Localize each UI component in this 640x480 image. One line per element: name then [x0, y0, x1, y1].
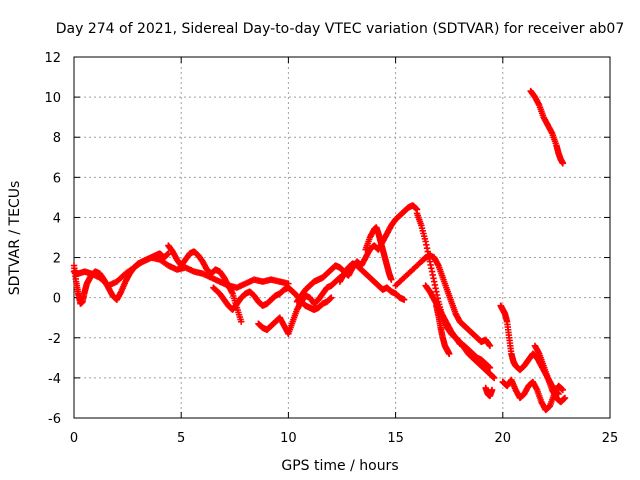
y-tick-label: 10	[44, 91, 61, 106]
data-point	[388, 276, 395, 283]
x-axis-label: GPS time / hours	[281, 458, 398, 474]
x-tick-label: 10	[280, 431, 297, 446]
series-track-12	[433, 302, 453, 358]
series-track-13	[482, 384, 496, 400]
axis-ticks	[73, 56, 611, 419]
y-tick-label: 6	[53, 171, 61, 186]
data-point	[486, 342, 494, 349]
x-tick-label: 20	[495, 431, 512, 446]
series-track-2	[70, 250, 172, 307]
series-track-10	[413, 210, 498, 382]
data-point	[400, 296, 408, 303]
series-track-11	[422, 282, 494, 372]
series-track-6	[293, 202, 421, 305]
grid	[74, 57, 610, 418]
data-point	[559, 386, 567, 394]
series-track-17	[527, 87, 567, 167]
tick-labels: 0 5 10 15 20 25 -6 -4 -2 0 2 4 6 8 10 12	[44, 51, 618, 446]
series-track-8	[362, 224, 395, 283]
data-point	[488, 386, 496, 394]
chart-title: Day 274 of 2021, Sidereal Day-to-day VTE…	[56, 21, 625, 37]
plot-frame	[73, 56, 611, 419]
y-axis-label: SDTVAR / TECUs	[7, 181, 23, 296]
data-point	[446, 350, 453, 358]
x-tick-label: 5	[177, 431, 185, 446]
y-tick-label: -4	[48, 372, 61, 387]
data-marks	[70, 87, 569, 414]
y-tick-label: 2	[53, 252, 61, 267]
data-point	[559, 160, 567, 167]
y-tick-label: -6	[48, 412, 61, 427]
series-track-3	[165, 242, 245, 325]
data-point	[561, 394, 569, 402]
series-track-4	[210, 284, 335, 313]
data-point	[238, 318, 245, 325]
x-tick-label: 0	[70, 431, 78, 446]
data-point	[328, 294, 335, 301]
y-tick-label: 8	[53, 131, 61, 146]
x-tick-label: 25	[602, 431, 619, 446]
x-tick-label: 15	[387, 431, 404, 446]
y-tick-label: -2	[48, 332, 61, 347]
series-track-16	[531, 342, 569, 406]
y-tick-label: 12	[44, 51, 61, 66]
series-track-15	[499, 376, 567, 414]
y-tick-label: 4	[53, 211, 61, 226]
data-point	[486, 364, 494, 372]
data-point	[491, 374, 498, 382]
series-track-7	[336, 260, 408, 303]
y-tick-label: 0	[53, 292, 61, 307]
